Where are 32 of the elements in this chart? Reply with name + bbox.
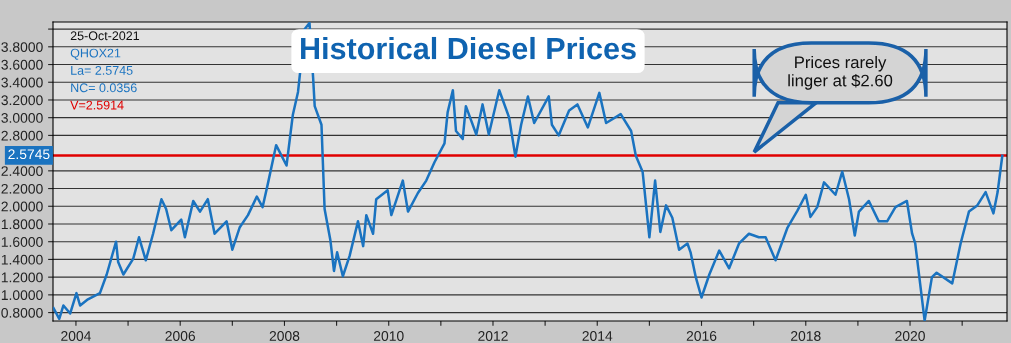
y-tick-label: 0.8000 — [1, 307, 43, 318]
annotation: Prices rarely linger at $2.60 — [788, 55, 893, 90]
y-tick-label: 1.0000 — [1, 290, 43, 301]
y-tick-label: 1.8000 — [1, 219, 43, 230]
chart-title: Historical Diesel Prices — [301, 36, 636, 60]
annotation: V=2.5914 — [70, 100, 124, 110]
x-tick-label: 2010 — [373, 331, 404, 341]
y-tick-label: 2.8000 — [1, 130, 43, 141]
y-tick-label: 3.6000 — [1, 59, 43, 70]
y-tick-label: 2.4000 — [1, 166, 43, 176]
y-tick-label: 2.2000 — [1, 183, 43, 194]
annotation: NC= 0.0356 — [71, 83, 137, 93]
x-tick-label: 2014 — [582, 331, 613, 341]
y-tick-label: 3.0000 — [1, 113, 43, 123]
annotation: QHOX21 — [70, 48, 121, 60]
y-tick-label: 2.0000 — [1, 201, 43, 212]
x-tick-label: 2020 — [895, 331, 925, 341]
y-tick-label: 3.8000 — [1, 42, 43, 52]
y-tick-label: 3.4000 — [1, 77, 43, 88]
x-tick-label: 2012 — [478, 331, 508, 341]
x-tick-label: 2008 — [269, 331, 300, 341]
x-tick-label: 2004 — [61, 331, 91, 341]
x-tick-label: 2018 — [791, 331, 821, 341]
y-tick-label: 1.2000 — [1, 272, 43, 283]
x-tick-label: 2016 — [686, 331, 717, 341]
x-tick-label: 2006 — [165, 331, 196, 341]
annotation: La= 2.5745 — [71, 65, 133, 75]
y-tick-label: 1.6000 — [1, 237, 43, 247]
y-tick-label: 1.4000 — [1, 254, 43, 265]
y-tick-label: 3.2000 — [1, 95, 43, 106]
ref-line-label: 2.5745 — [8, 149, 50, 160]
annotation: 25-Oct-2021 — [70, 31, 140, 41]
